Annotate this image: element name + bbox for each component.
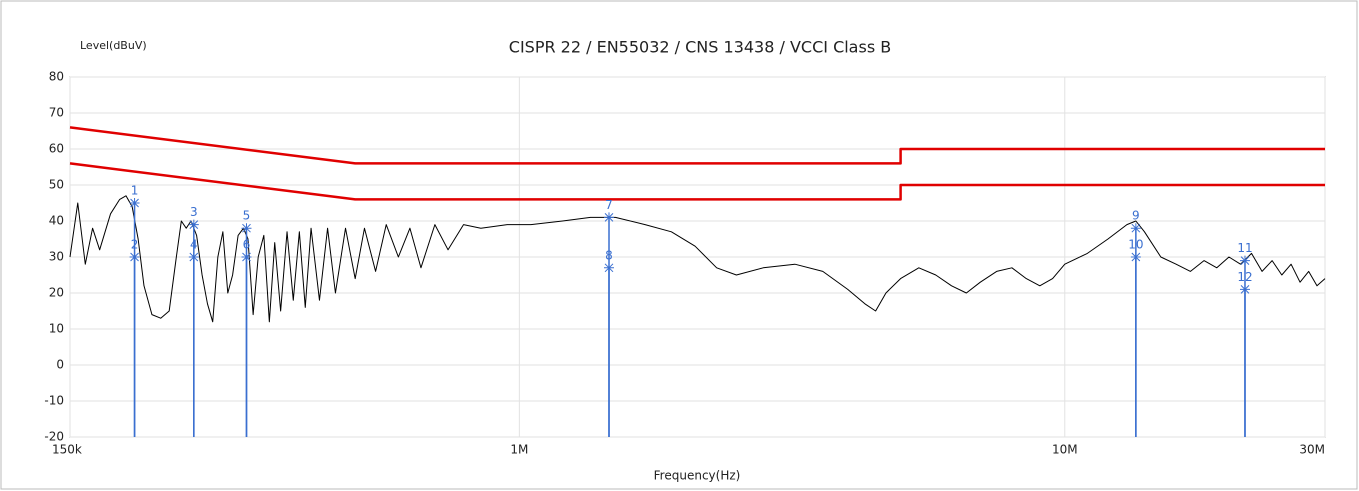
marker-label: 5 <box>243 209 251 223</box>
y-tick-label: 70 <box>49 106 64 120</box>
marker-label: 12 <box>1237 270 1252 284</box>
marker-point <box>604 262 615 273</box>
marker-label: 8 <box>605 248 613 262</box>
y-tick-label: 40 <box>49 214 64 228</box>
marker-point <box>129 252 140 262</box>
marker-label: 2 <box>131 238 139 252</box>
marker-label: 9 <box>1132 209 1140 223</box>
marker-point <box>241 252 252 262</box>
x-tick-label: 30M <box>1299 443 1325 457</box>
series-line <box>69 126 1325 165</box>
marker-point <box>188 252 199 262</box>
marker-label: 10 <box>1128 238 1143 252</box>
marker-point <box>129 198 140 208</box>
marker-point <box>241 223 252 234</box>
y-tick-label: 80 <box>49 70 64 84</box>
x-tick-label: 1M <box>510 443 528 457</box>
marker-point <box>1130 252 1141 262</box>
y-tick-label: 20 <box>49 286 64 300</box>
marker-point <box>1130 223 1141 234</box>
y-tick-label: 60 <box>49 142 64 156</box>
marker-label: 3 <box>190 205 198 219</box>
marker-label: 7 <box>605 198 613 212</box>
marker-label: 11 <box>1237 241 1252 255</box>
marker-label: 1 <box>131 184 139 198</box>
marker-label: 6 <box>243 238 251 252</box>
y-tick-label: 0 <box>56 358 64 372</box>
y-tick-label: 30 <box>49 250 64 264</box>
x-tick-label: 10M <box>1052 443 1078 457</box>
marker-point <box>604 212 615 223</box>
x-tick-label: 150k <box>52 443 82 457</box>
y-tick-label: 50 <box>49 178 64 192</box>
y-tick-label: 10 <box>49 322 64 336</box>
marker-point <box>188 219 199 230</box>
marker-point <box>1239 284 1250 295</box>
series-line <box>69 162 1325 201</box>
marker-point <box>1239 255 1250 266</box>
y-tick-label: -10 <box>44 394 64 408</box>
y-tick-label: -20 <box>44 430 64 444</box>
y-axis-label: Level(dBuV) <box>80 39 147 52</box>
x-axis-label: Frequency(Hz) <box>654 469 741 483</box>
marker-label: 4 <box>190 238 198 252</box>
chart-title: CISPR 22 / EN55032 / CNS 13438 / VCCI Cl… <box>509 38 891 57</box>
